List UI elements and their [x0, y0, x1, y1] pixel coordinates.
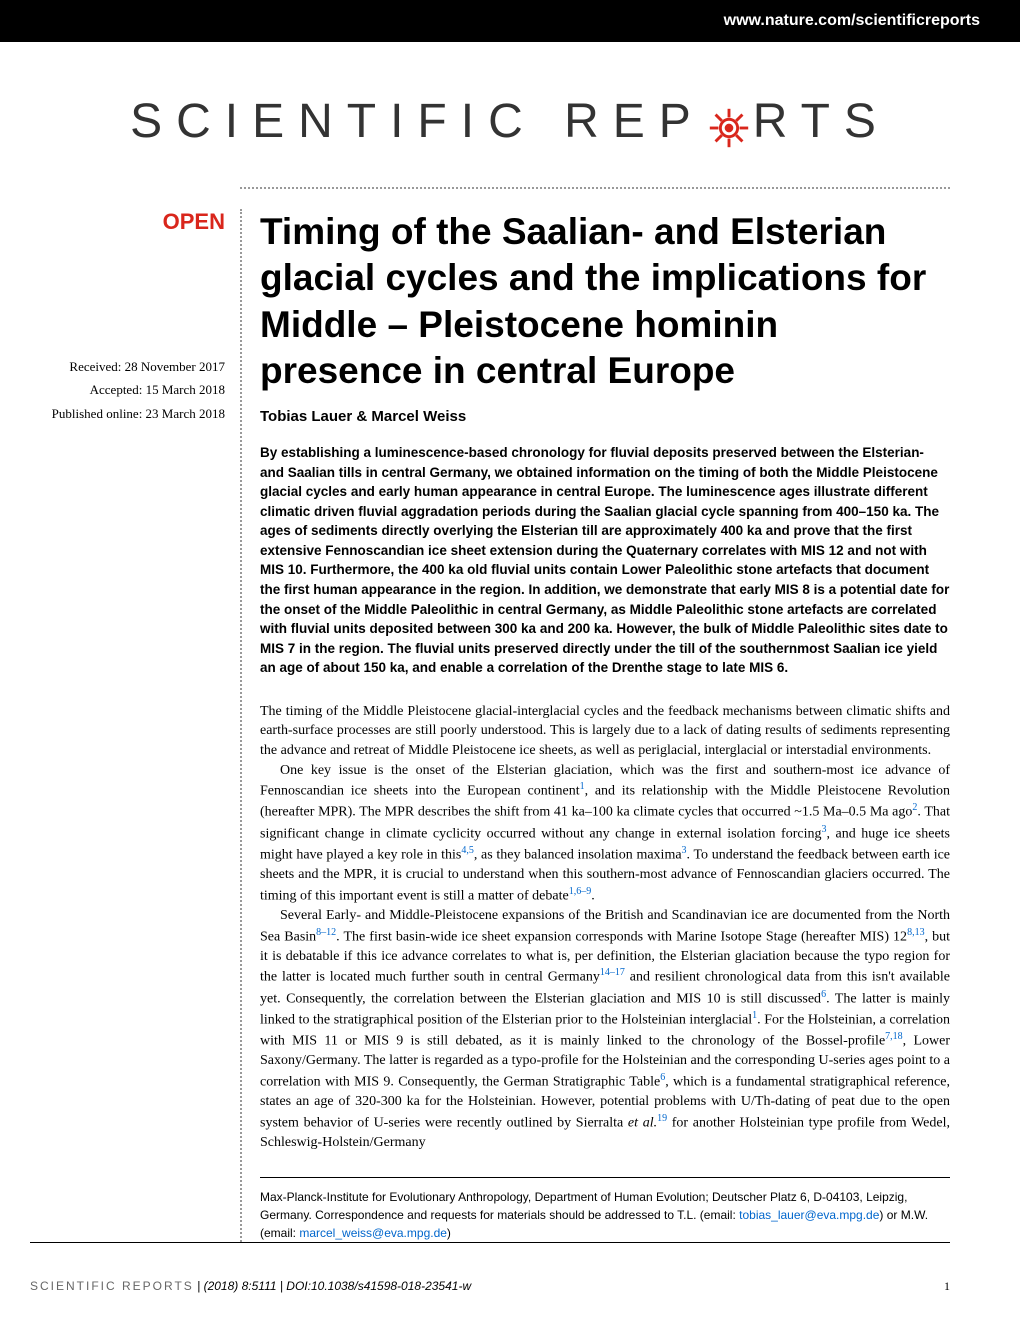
date-accepted: Accepted: 15 March 2018	[30, 378, 225, 401]
date-received: Received: 28 November 2017	[30, 355, 225, 378]
footer-divider	[30, 1242, 950, 1243]
affiliation-block: Max-Planck-Institute for Evolutionary An…	[260, 1177, 950, 1242]
gear-icon	[705, 92, 753, 157]
footer-citation-text: | (2018) 8:5111 | DOI:10.1038/s41598-018…	[194, 1279, 471, 1293]
ref-link[interactable]: 4,5	[461, 845, 474, 856]
logo-text-2: REP	[564, 95, 705, 148]
ref-link[interactable]: 7,18	[885, 1031, 903, 1042]
ref-link[interactable]: 8,13	[907, 927, 925, 938]
article-abstract: By establishing a luminescence-based chr…	[260, 443, 950, 678]
article-body: The timing of the Middle Pleistocene gla…	[260, 702, 950, 1153]
body-paragraph-2: One key issue is the onset of the Elster…	[260, 761, 950, 906]
footer-journal: SCIENTIFIC REPORTS	[30, 1279, 194, 1293]
left-column: OPEN Received: 28 November 2017 Accepted…	[30, 209, 240, 1242]
footer-citation: SCIENTIFIC REPORTS | (2018) 8:5111 | DOI…	[30, 1279, 471, 1293]
logo-text-1: SCIENTIFIC	[130, 95, 537, 148]
content-wrapper: OPEN Received: 28 November 2017 Accepted…	[0, 209, 1020, 1242]
page-footer: SCIENTIFIC REPORTS | (2018) 8:5111 | DOI…	[0, 1271, 1020, 1314]
right-column: Timing of the Saalian- and Elsterian gla…	[240, 209, 950, 1242]
ref-link[interactable]: 14–17	[600, 967, 625, 978]
corresponding-email-1[interactable]: tobias_lauer@eva.mpg.de	[739, 1208, 879, 1222]
divider-dotted	[240, 187, 950, 189]
ref-link[interactable]: 1,6–9	[569, 886, 592, 897]
body-paragraph-3: Several Early- and Middle-Pleistocene ex…	[260, 906, 950, 1153]
header-url[interactable]: www.nature.com/scientificreports	[724, 12, 980, 29]
ref-link[interactable]: 8–12	[316, 927, 336, 938]
logo-text-3: RTS	[753, 95, 890, 148]
header-bar: www.nature.com/scientificreports	[0, 0, 1020, 42]
open-badge: OPEN	[30, 209, 225, 235]
article-title: Timing of the Saalian- and Elsterian gla…	[260, 209, 950, 394]
ref-link[interactable]: 19	[657, 1113, 667, 1124]
article-authors: Tobias Lauer & Marcel Weiss	[260, 408, 950, 425]
date-published: Published online: 23 March 2018	[30, 402, 225, 425]
body-paragraph-1: The timing of the Middle Pleistocene gla…	[260, 702, 950, 761]
page-number: 1	[944, 1279, 950, 1294]
publication-dates: Received: 28 November 2017 Accepted: 15 …	[30, 355, 225, 425]
corresponding-email-2[interactable]: marcel_weiss@eva.mpg.de	[299, 1226, 447, 1240]
journal-logo: SCIENTIFIC REP RTS	[0, 92, 1020, 157]
